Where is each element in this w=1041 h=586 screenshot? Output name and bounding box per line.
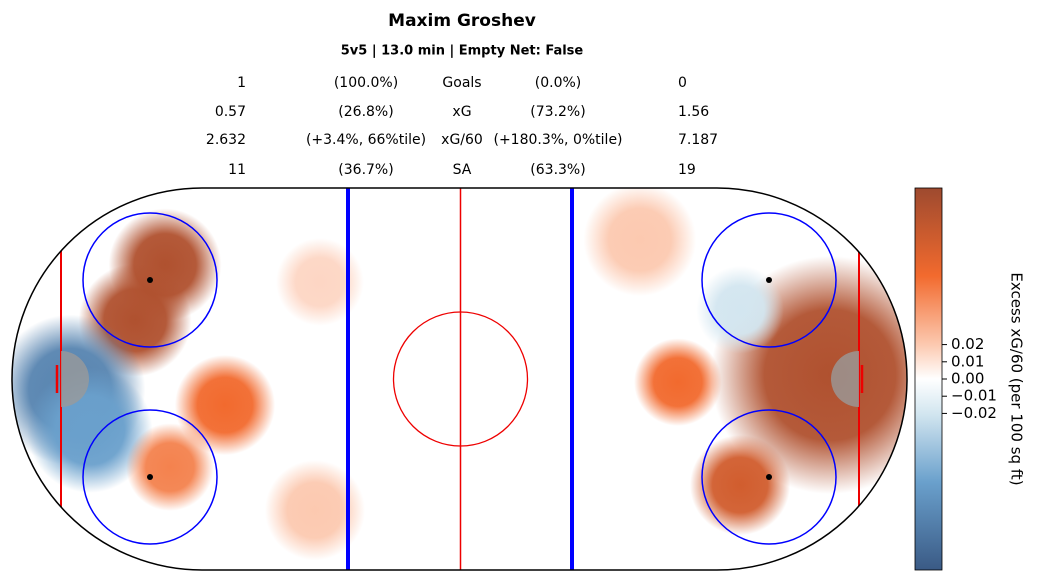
heatmap: [12, 188, 907, 561]
colorbar-tick-label: 0.00: [951, 370, 984, 388]
stat-cell: Goals: [442, 75, 481, 91]
stat-cell: 0.57: [215, 104, 246, 120]
colorbar-tick-label: −0.02: [951, 404, 997, 422]
stat-cell: (100.0%): [334, 75, 398, 91]
stat-cell: (+180.3%, 0%tile): [493, 132, 622, 148]
stat-cell: 1: [237, 75, 246, 91]
chart-subtitle: 5v5 | 13.0 min | Empty Net: False: [341, 44, 584, 59]
stat-cell: (36.7%): [338, 162, 393, 178]
heat-spot: [583, 188, 697, 297]
heat-spot: [27, 367, 153, 493]
colorbar-tick-label: −0.01: [951, 387, 997, 405]
stat-cell: (0.0%): [535, 75, 582, 91]
stat-cell: 19: [678, 162, 696, 178]
rink-boards: [11, 187, 908, 571]
stat-cell: xG: [452, 104, 471, 120]
stat-cell: (26.8%): [338, 104, 393, 120]
stat-cell: 2.632: [206, 132, 246, 148]
stat-cell: 11: [228, 162, 246, 178]
heat-spot: [264, 460, 366, 561]
stat-cell: SA: [453, 162, 472, 178]
heat-spot: [696, 265, 784, 354]
heat-spot: [634, 338, 722, 427]
stat-cell: 0: [678, 75, 687, 91]
colorbar-ticks: 0.020.010.00−0.01−0.02: [942, 335, 997, 422]
stat-cell: 1.56: [678, 104, 709, 120]
goal: [55, 365, 864, 393]
colorbar-tick-label: 0.02: [951, 335, 984, 353]
stat-cell: 7.187: [678, 132, 718, 148]
colorbar: [914, 187, 943, 571]
heat-spot: [126, 423, 214, 511]
stat-cell: (73.2%): [530, 104, 585, 120]
faceoff-dots: [147, 277, 772, 480]
rink: [12, 188, 907, 570]
chart-title: Maxim Groshev: [388, 11, 536, 31]
colorbar-label: Excess xG/60 (per 100 sq ft): [1008, 272, 1026, 485]
stat-cell: (63.3%): [530, 162, 585, 178]
center-circle: [392, 311, 529, 447]
colorbar-tick-label: 0.01: [951, 352, 984, 370]
stat-cell: (+3.4%, 66%tile): [306, 132, 426, 148]
faceoff-circles: [82, 212, 837, 545]
heat-spot: [276, 238, 364, 326]
heat-spot: [689, 434, 791, 536]
stat-cell: xG/60: [441, 132, 483, 148]
heat-spot: [174, 354, 276, 456]
blue-line: [346, 188, 574, 570]
stats-table: 1 (100.0%) Goals (0.0%) 0 0.57 (26.8%) xG (73.2%…: [206, 75, 718, 178]
